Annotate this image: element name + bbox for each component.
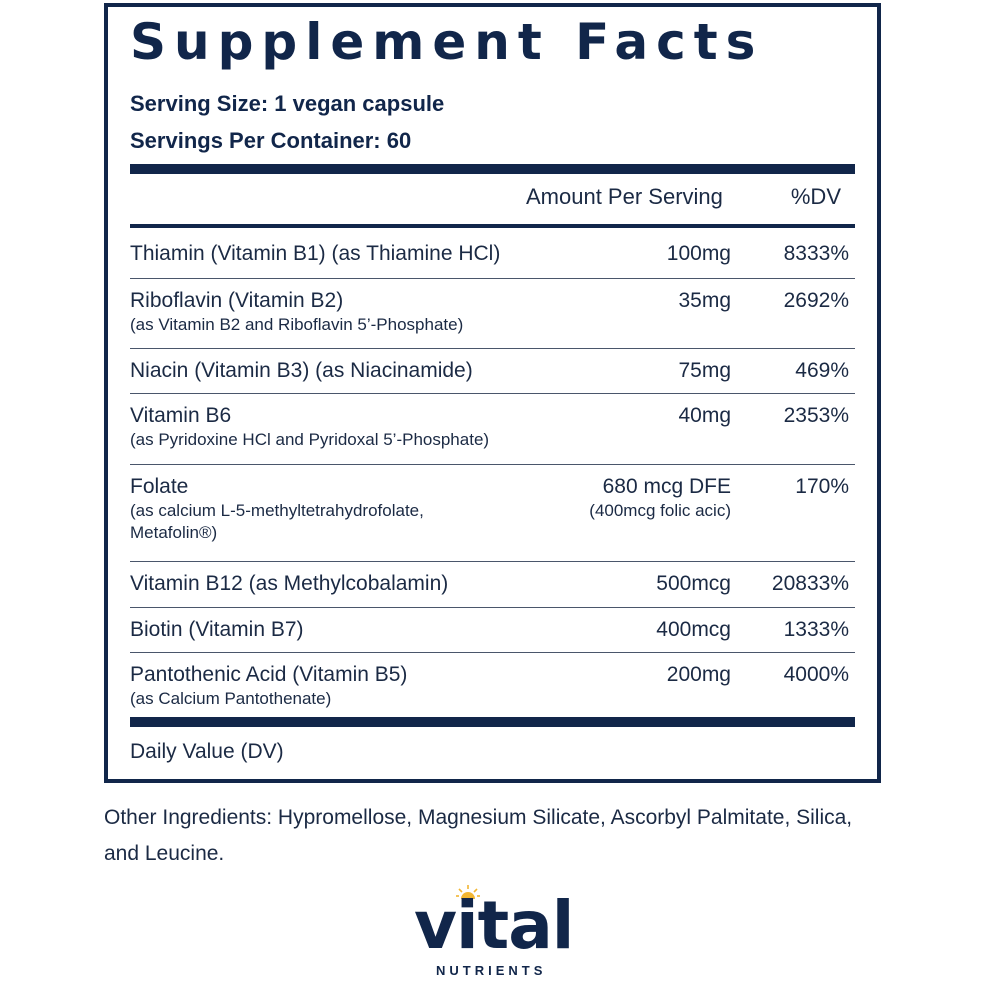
nutrient-row-biotin: Biotin (Vitamin B7) 400mcg 1333% — [130, 617, 855, 653]
nutrient-dv: 8333% — [783, 242, 849, 265]
thick-divider-bottom — [130, 717, 855, 727]
nutrient-name: Folate — [130, 475, 189, 498]
daily-value-footnote: Daily Value (DV) — [130, 740, 284, 763]
other-ingredients: Other Ingredients: Hypromellose, Magnesi… — [104, 806, 853, 865]
nutrient-amount: 75mg — [678, 359, 731, 382]
nutrient-row-folate: Folate (as calcium L-5-methyltetrahydrof… — [130, 474, 855, 562]
nutrient-name: Vitamin B12 (as Methylcobalamin) — [130, 572, 449, 595]
nutrient-dv: 469% — [795, 359, 849, 382]
divider-under-header — [130, 224, 855, 228]
nutrient-name: Riboflavin (Vitamin B2) — [130, 289, 344, 312]
nutrient-source-line2: Metafolin®) — [130, 523, 218, 542]
nutrient-amount: 40mg — [678, 404, 731, 427]
nutrient-amount: 680 mcg DFE — [602, 475, 731, 498]
nutrient-amount: 200mg — [666, 663, 731, 686]
nutrient-amount: 35mg — [678, 289, 731, 312]
serving-size: Serving Size: 1 vegan capsule — [130, 91, 445, 116]
header-dv: %DV — [790, 184, 841, 209]
nutrient-amount-note: (400mcg folic acic) — [589, 501, 731, 520]
nutrient-row-thiamin: Thiamin (Vitamin B1) (as Thiamine HCl) 1… — [130, 241, 855, 279]
nutrient-source: (as Calcium Pantothenate) — [130, 689, 332, 708]
nutrient-row-vitamin-b6: Vitamin B6 (as Pyridoxine HCl and Pyrido… — [130, 403, 855, 465]
nutrient-dv: 2353% — [783, 404, 849, 427]
nutrient-amount: 400mcg — [656, 618, 731, 641]
nutrient-amount: 100mg — [666, 242, 731, 265]
nutrient-dv: 4000% — [783, 663, 849, 686]
sun-icon — [456, 885, 480, 899]
servings-per-container: Servings Per Container: 60 — [130, 128, 412, 153]
brand-tagline: NUTRIENTS — [436, 963, 547, 978]
nutrient-name: Niacin (Vitamin B3) (as Niacinamide) — [130, 359, 473, 382]
nutrient-row-vitamin-b12: Vitamin B12 (as Methylcobalamin) 500mcg … — [130, 571, 855, 608]
supplement-facts-panel: Supplement Facts Serving Size: 1 vegan c… — [104, 3, 881, 783]
thick-divider-top — [130, 164, 855, 174]
nutrient-dv: 20833% — [771, 572, 849, 595]
nutrient-row-pantothenic-acid: Pantothenic Acid (Vitamin B5) (as Calciu… — [130, 662, 855, 714]
panel-title: Supplement Facts — [130, 13, 764, 71]
nutrient-dv: 170% — [795, 475, 849, 498]
brand-wordmark: vital — [414, 887, 574, 964]
nutrient-source: (as Pyridoxine HCl and Pyridoxal 5’-Phos… — [130, 430, 490, 449]
nutrient-name: Thiamin (Vitamin B1) (as Thiamine HCl) — [130, 242, 501, 265]
header-amount: Amount Per Serving — [526, 184, 723, 209]
nutrient-name: Biotin (Vitamin B7) — [130, 618, 304, 641]
nutrient-row-niacin: Niacin (Vitamin B3) (as Niacinamide) 75m… — [130, 358, 855, 394]
nutrient-source: (as calcium L-5-methyltetrahydrofolate, — [130, 501, 424, 520]
nutrient-name: Vitamin B6 — [130, 404, 232, 427]
nutrient-dv: 1333% — [783, 618, 849, 641]
nutrient-row-riboflavin: Riboflavin (Vitamin B2) (as Vitamin B2 a… — [130, 288, 855, 349]
nutrient-dv: 2692% — [783, 289, 849, 312]
brand-logo: vital NUTRIENTS — [414, 885, 584, 985]
nutrient-amount: 500mcg — [656, 572, 731, 595]
nutrient-source: (as Vitamin B2 and Riboflavin 5’-Phospha… — [130, 315, 464, 334]
nutrient-name: Pantothenic Acid (Vitamin B5) — [130, 663, 408, 686]
